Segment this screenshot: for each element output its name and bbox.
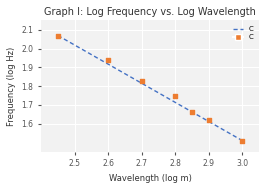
- Legend: C, C: C, C: [231, 24, 256, 42]
- Point: [173, 94, 177, 97]
- Point: [240, 139, 244, 142]
- Y-axis label: Frequency (log Hz): Frequency (log Hz): [7, 47, 16, 126]
- Point: [190, 111, 194, 114]
- Point: [56, 34, 60, 37]
- Point: [140, 79, 144, 82]
- Point: [207, 118, 211, 121]
- Point: [106, 58, 110, 61]
- Title: Graph I: Log Frequency vs. Log Wavelength: Graph I: Log Frequency vs. Log Wavelengt…: [44, 7, 256, 17]
- X-axis label: Wavelength (log m): Wavelength (log m): [109, 174, 192, 183]
